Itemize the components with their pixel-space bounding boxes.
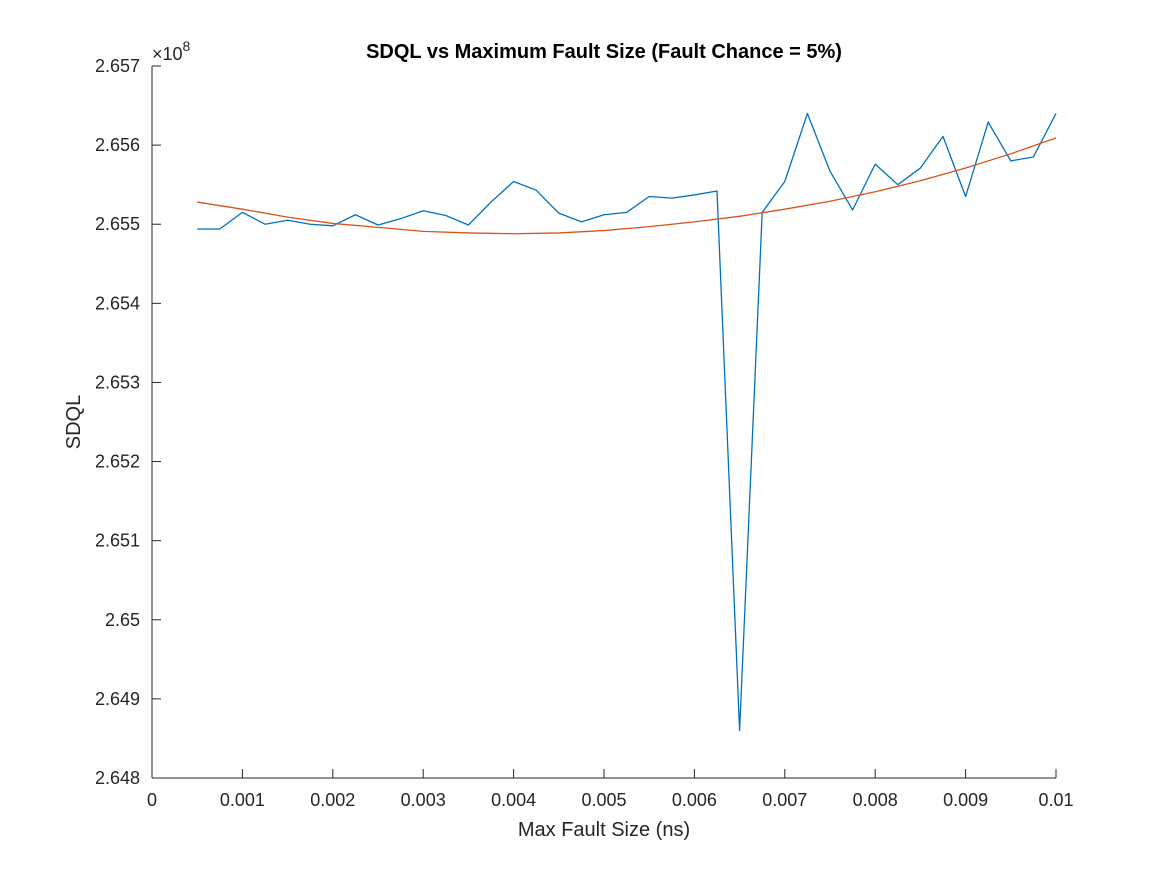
x-tick-label: 0.002 — [310, 790, 355, 810]
x-tick-label: 0.001 — [220, 790, 265, 810]
y-ticks: 2.648 2.649 2.65 2.651 2.652 2.653 2.654 2.655 2… — [95, 56, 161, 788]
x-tick-label: 0.009 — [943, 790, 988, 810]
x-tick-label: 0.01 — [1038, 790, 1073, 810]
series-line-measured — [197, 112, 1057, 732]
y-tick-label: 2.657 — [95, 56, 140, 76]
x-tick-label: 0.005 — [581, 790, 626, 810]
series-layer — [197, 112, 1057, 732]
series-line-fit — [197, 137, 1057, 235]
y-tick-label: 2.648 — [95, 768, 140, 788]
y-tick-label: 2.656 — [95, 135, 140, 155]
x-ticks: 0 0.001 0.002 0.003 0.004 0.005 0.006 0.007 0.00… — [147, 769, 1074, 810]
y-tick-label: 2.65 — [105, 610, 140, 630]
y-tick-label: 2.655 — [95, 214, 140, 234]
y-tick-label: 2.652 — [95, 452, 140, 472]
x-tick-label: 0.003 — [401, 790, 446, 810]
x-axis-title: Max Fault Size (ns) — [518, 819, 690, 841]
y-tick-label: 2.654 — [95, 293, 140, 313]
y-axis-exponent-base: ×10 — [152, 44, 183, 64]
x-tick-label: 0.004 — [491, 790, 536, 810]
y-axis-exponent-power: 8 — [183, 38, 191, 54]
chart-title: SDQL vs Maximum Fault Size (Fault Chance… — [366, 41, 842, 63]
x-tick-label: 0 — [147, 790, 157, 810]
x-tick-label: 0.007 — [762, 790, 807, 810]
x-tick-label: 0.006 — [672, 790, 717, 810]
y-tick-label: 2.653 — [95, 372, 140, 392]
x-tick-label: 0.008 — [853, 790, 898, 810]
y-tick-label: 2.649 — [95, 689, 140, 709]
y-axis-title: SDQL — [63, 395, 85, 449]
plot-area — [152, 66, 1056, 778]
y-tick-label: 2.651 — [95, 531, 140, 551]
y-axis-exponent: ×108 — [152, 38, 191, 64]
